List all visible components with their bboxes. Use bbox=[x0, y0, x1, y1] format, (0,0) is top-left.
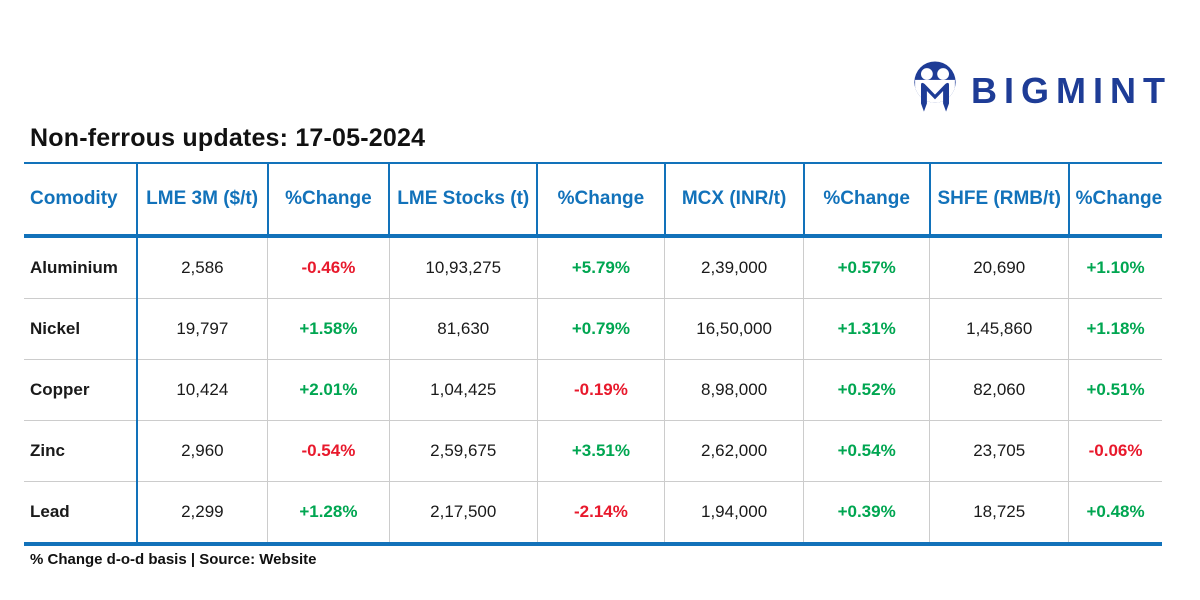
change-cell: -2.14% bbox=[536, 481, 665, 544]
commodity-cell: Lead bbox=[24, 481, 137, 544]
change-cell: +0.48% bbox=[1068, 481, 1162, 544]
table-row: Lead 2,299 +1.28% 2,17,500 -2.14% 1,94,000 +0.… bbox=[24, 481, 1162, 544]
change-cell: +0.54% bbox=[802, 420, 930, 482]
table-row: Zinc 2,960 -0.54% 2,59,675 +3.51% 2,62,000 +0.… bbox=[24, 420, 1162, 482]
change-cell: +3.51% bbox=[536, 420, 665, 482]
value-cell: 1,45,860 bbox=[929, 298, 1069, 360]
value-cell: 1,94,000 bbox=[664, 481, 804, 544]
value-cell: 23,705 bbox=[929, 420, 1069, 482]
table-row: Copper 10,424 +2.01% 1,04,425 -0.19% 8,98,000… bbox=[24, 359, 1162, 421]
value-cell: 82,060 bbox=[929, 359, 1069, 421]
commodity-cell: Zinc bbox=[24, 420, 137, 482]
value-cell: 2,59,675 bbox=[388, 420, 538, 482]
column-header-2: %Change bbox=[266, 163, 390, 238]
column-header-3: LME Stocks (t) bbox=[388, 163, 538, 238]
change-cell: +1.10% bbox=[1068, 236, 1162, 299]
value-cell: 81,630 bbox=[388, 298, 538, 360]
value-cell: 2,299 bbox=[135, 481, 268, 544]
table-row: Aluminium 2,586 -0.46% 10,93,275 +5.79% 2,39,… bbox=[24, 236, 1162, 299]
value-cell: 2,39,000 bbox=[664, 236, 804, 299]
value-cell: 1,04,425 bbox=[388, 359, 538, 421]
change-cell: +1.31% bbox=[802, 298, 930, 360]
change-cell: +1.18% bbox=[1068, 298, 1162, 360]
change-cell: +2.01% bbox=[267, 359, 390, 421]
column-header-4: %Change bbox=[536, 163, 665, 238]
value-cell: 10,93,275 bbox=[388, 236, 538, 299]
table-header-row: Comodity LME 3M ($/t) %Change LME Stocks (t… bbox=[24, 163, 1162, 238]
change-cell: +0.52% bbox=[802, 359, 930, 421]
column-header-5: MCX (INR/t) bbox=[663, 163, 804, 238]
change-cell: +0.57% bbox=[802, 236, 930, 299]
change-cell: +0.39% bbox=[802, 481, 930, 544]
value-cell: 8,98,000 bbox=[664, 359, 804, 421]
column-header-0: Comodity bbox=[24, 163, 137, 238]
change-cell: -0.19% bbox=[536, 359, 665, 421]
column-header-8: %Change bbox=[1067, 163, 1162, 238]
commodity-cell: Copper bbox=[24, 359, 137, 421]
metals-table: Comodity LME 3M ($/t) %Change LME Stocks (t… bbox=[24, 162, 1162, 546]
value-cell: 2,586 bbox=[135, 236, 268, 299]
table-row: Nickel 19,797 +1.58% 81,630 +0.79% 16,50,000 +… bbox=[24, 298, 1162, 360]
change-cell: +1.58% bbox=[267, 298, 390, 360]
footer-note: % Change d-o-d basis | Source: Website bbox=[30, 551, 317, 568]
value-cell: 18,725 bbox=[929, 481, 1069, 544]
change-cell: -0.54% bbox=[267, 420, 390, 482]
metals-table-wrapper: Comodity LME 3M ($/t) %Change LME Stocks (t… bbox=[24, 162, 1162, 546]
value-cell: 20,690 bbox=[929, 236, 1069, 299]
value-cell: 2,960 bbox=[135, 420, 268, 482]
bigmint-logo: BIGMINT bbox=[911, 60, 1172, 121]
change-cell: -0.06% bbox=[1068, 420, 1162, 482]
value-cell: 16,50,000 bbox=[664, 298, 804, 360]
page-title: Non-ferrous updates: 17-05-2024 bbox=[30, 124, 426, 152]
value-cell: 2,62,000 bbox=[664, 420, 804, 482]
commodity-cell: Aluminium bbox=[24, 236, 137, 299]
commodity-cell: Nickel bbox=[24, 298, 137, 360]
value-cell: 2,17,500 bbox=[388, 481, 538, 544]
column-header-6: %Change bbox=[802, 163, 930, 238]
brand-name: BIGMINT bbox=[971, 69, 1172, 111]
bigmint-people-m-icon bbox=[911, 60, 959, 121]
change-cell: +1.28% bbox=[267, 481, 390, 544]
column-header-7: SHFE (RMB/t) bbox=[928, 163, 1069, 238]
value-cell: 10,424 bbox=[135, 359, 268, 421]
column-header-1: LME 3M ($/t) bbox=[135, 163, 268, 238]
change-cell: +0.79% bbox=[536, 298, 665, 360]
value-cell: 19,797 bbox=[135, 298, 268, 360]
change-cell: +5.79% bbox=[536, 236, 665, 299]
change-cell: -0.46% bbox=[267, 236, 390, 299]
change-cell: +0.51% bbox=[1068, 359, 1162, 421]
